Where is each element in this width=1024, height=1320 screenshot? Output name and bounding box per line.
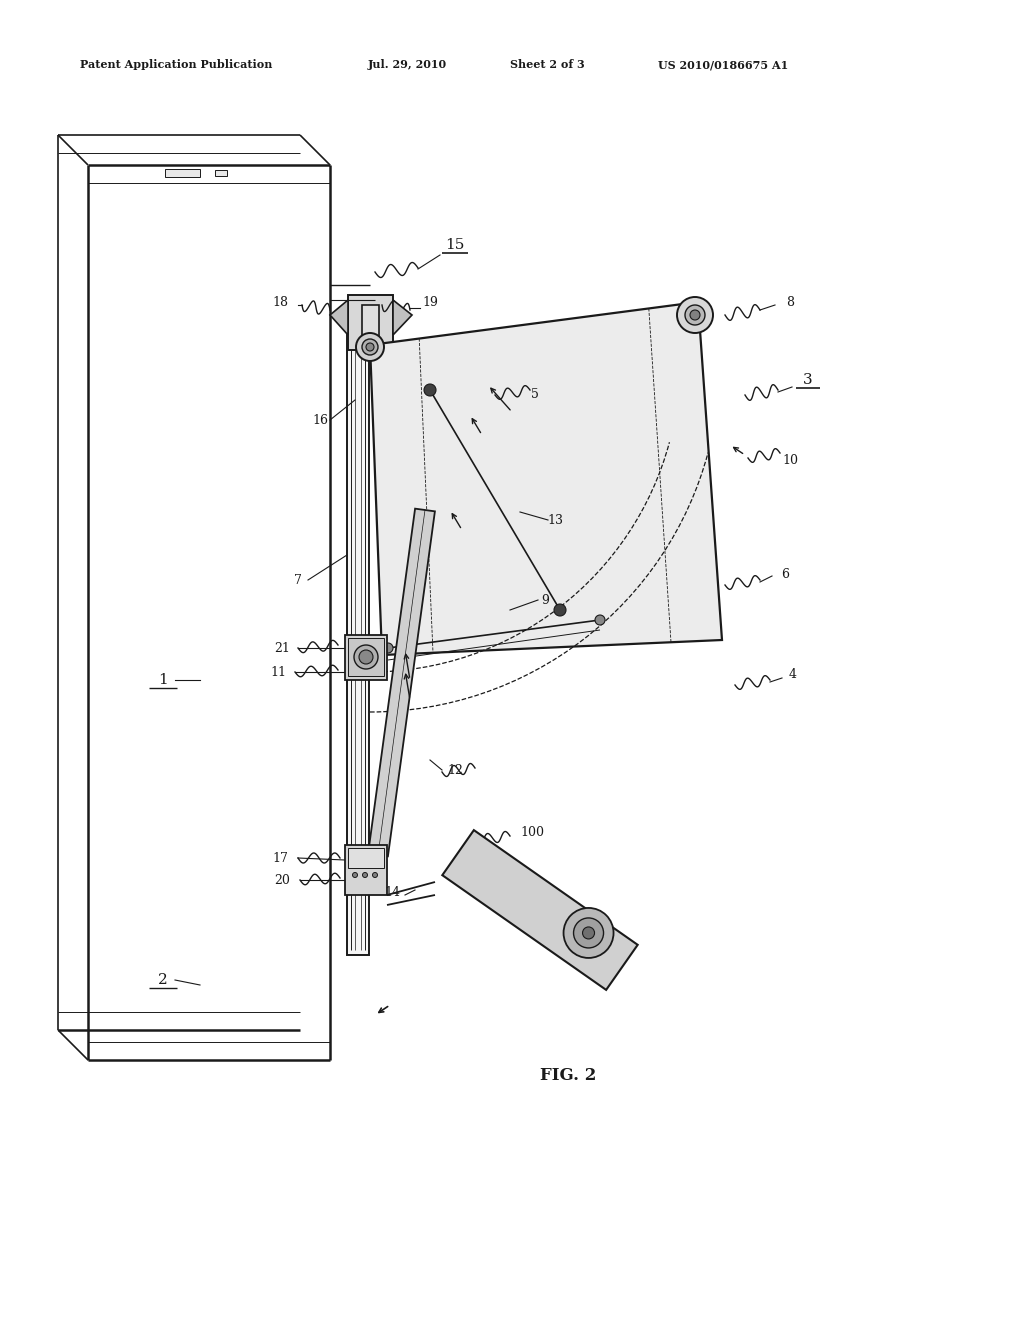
Circle shape — [354, 645, 378, 669]
Text: 21: 21 — [274, 642, 290, 655]
Text: 6: 6 — [781, 569, 790, 582]
Circle shape — [685, 305, 705, 325]
Text: 5: 5 — [531, 388, 539, 401]
Circle shape — [554, 605, 566, 616]
Bar — [348, 638, 384, 676]
Circle shape — [362, 339, 378, 355]
Text: Sheet 2 of 3: Sheet 2 of 3 — [510, 59, 585, 70]
Text: 14: 14 — [384, 886, 400, 899]
Text: 13: 13 — [547, 513, 563, 527]
Text: 1: 1 — [158, 673, 168, 686]
Text: 16: 16 — [312, 413, 328, 426]
Bar — [215, 170, 227, 176]
Bar — [165, 169, 200, 177]
Text: Patent Application Publication: Patent Application Publication — [80, 59, 272, 70]
Circle shape — [573, 917, 603, 948]
Circle shape — [362, 873, 368, 878]
Text: US 2010/0186675 A1: US 2010/0186675 A1 — [658, 59, 788, 70]
Circle shape — [352, 873, 357, 878]
Text: 9: 9 — [541, 594, 549, 606]
Circle shape — [583, 927, 595, 939]
Circle shape — [373, 873, 378, 878]
Circle shape — [677, 297, 713, 333]
Polygon shape — [370, 302, 722, 655]
Polygon shape — [368, 508, 435, 857]
Text: FIG. 2: FIG. 2 — [540, 1067, 596, 1084]
Circle shape — [359, 649, 373, 664]
Text: 20: 20 — [274, 874, 290, 887]
Polygon shape — [330, 300, 348, 335]
Text: 8: 8 — [786, 296, 794, 309]
Bar — [348, 847, 384, 869]
Text: 2: 2 — [158, 973, 168, 987]
Text: 4: 4 — [790, 668, 797, 681]
Text: 100: 100 — [520, 825, 544, 838]
Text: 12: 12 — [447, 763, 463, 776]
Text: 7: 7 — [294, 573, 302, 586]
Text: 11: 11 — [270, 665, 286, 678]
Bar — [362, 305, 379, 341]
Circle shape — [424, 384, 436, 396]
Polygon shape — [393, 300, 412, 335]
Circle shape — [366, 343, 374, 351]
Bar — [345, 635, 387, 680]
Text: 3: 3 — [803, 374, 813, 387]
Circle shape — [563, 908, 613, 958]
Polygon shape — [442, 830, 638, 990]
Circle shape — [595, 615, 605, 624]
Text: 18: 18 — [272, 297, 288, 309]
Bar — [347, 315, 369, 954]
Circle shape — [383, 643, 393, 653]
Circle shape — [690, 310, 700, 319]
Text: 15: 15 — [445, 238, 465, 252]
Bar — [345, 845, 387, 895]
Circle shape — [356, 333, 384, 360]
Text: 19: 19 — [422, 297, 438, 309]
Text: 10: 10 — [782, 454, 798, 466]
Text: 17: 17 — [272, 851, 288, 865]
Bar — [348, 294, 393, 350]
Text: Jul. 29, 2010: Jul. 29, 2010 — [368, 59, 447, 70]
